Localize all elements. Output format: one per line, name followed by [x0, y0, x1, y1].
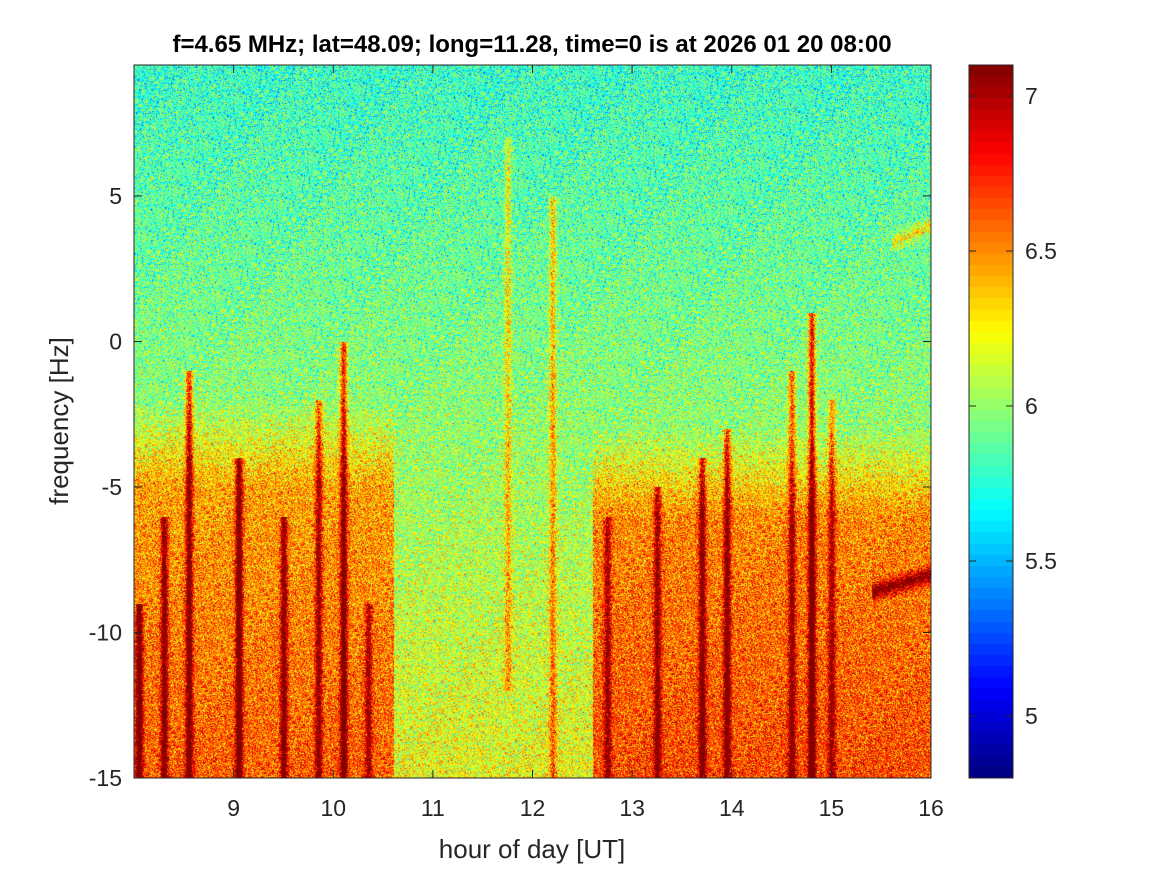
- y-tick-label: -15: [89, 765, 122, 791]
- plot-area: [133, 64, 932, 779]
- colorbar-tick-label: 6: [1025, 393, 1038, 419]
- x-tick-label: 16: [918, 795, 944, 821]
- heatmap-canvas: [134, 65, 931, 778]
- colorbar-gradient: [969, 65, 1013, 778]
- x-axis: 9 10 11 12 13 14 15 16: [227, 65, 944, 821]
- x-tick-label: 9: [227, 795, 240, 821]
- x-tick-label: 12: [520, 795, 546, 821]
- y-tick-label: -10: [89, 619, 122, 645]
- colorbar: 7 6.5 6 5.5 5: [968, 64, 1057, 779]
- x-tick-label: 14: [719, 795, 745, 821]
- chart-title: f=4.65 MHz; lat=48.09; long=11.28, time=…: [172, 31, 891, 58]
- colorbar-tick-label: 6.5: [1025, 238, 1057, 264]
- colorbar-tick-label: 5: [1025, 703, 1038, 729]
- y-tick-label: -5: [102, 474, 122, 500]
- colorbar-ticks: 7 6.5 6 5.5 5: [969, 83, 1057, 729]
- x-tick-label: 11: [421, 795, 445, 821]
- y-axis: 5 0 -5 -10 -15: [89, 183, 931, 791]
- x-tick-label: 10: [320, 795, 346, 821]
- y-axis-label: frequency [Hz]: [44, 337, 74, 505]
- colorbar-tick-label: 7: [1025, 83, 1038, 109]
- y-tick-label: 0: [109, 328, 122, 354]
- x-axis-label: hour of day [UT]: [439, 834, 625, 864]
- y-tick-label: 5: [109, 183, 122, 209]
- colorbar-frame: [968, 64, 1014, 779]
- x-tick-label: 13: [619, 795, 645, 821]
- x-tick-label: 15: [819, 795, 845, 821]
- colorbar-tick-label: 5.5: [1025, 548, 1057, 574]
